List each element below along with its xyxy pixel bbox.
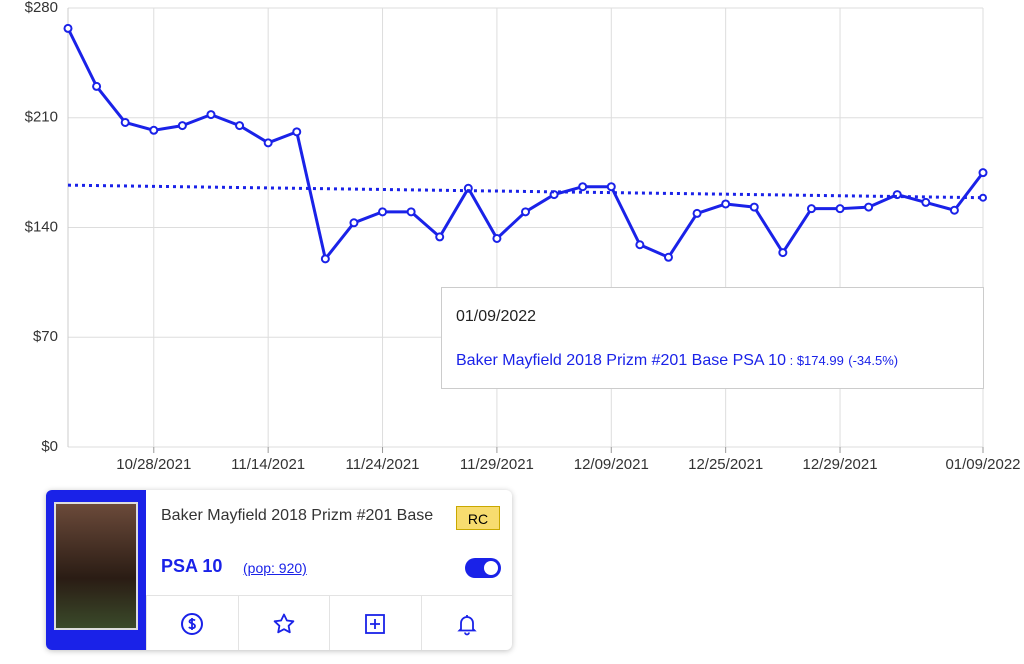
point: [320, 254, 330, 264]
point: [406, 207, 416, 217]
point: [749, 202, 759, 212]
rc-badge: RC: [456, 506, 500, 530]
point: [378, 207, 388, 217]
x-tick-label: 12/25/2021: [688, 456, 763, 473]
add-button[interactable]: [329, 596, 421, 650]
point: [120, 117, 130, 127]
alert-button[interactable]: [420, 596, 513, 650]
point: [235, 121, 245, 131]
point: [521, 207, 530, 217]
tooltip-price: $174.99: [796, 353, 844, 368]
point: [435, 232, 445, 242]
actions: [146, 595, 512, 650]
point: [492, 233, 502, 243]
point: [177, 121, 187, 131]
grade: PSA 10: [161, 556, 223, 576]
point: [578, 182, 588, 192]
trend-end: [979, 193, 987, 202]
star-icon: [273, 613, 295, 633]
y-tick-label: $280: [25, 0, 58, 16]
point: [92, 81, 102, 91]
point: [806, 204, 816, 214]
star-button[interactable]: [237, 596, 330, 650]
tooltip-line: Baker Mayfield 2018 Prizm #201 Base PSA …: [456, 352, 969, 370]
card-image[interactable]: [54, 502, 138, 630]
x-tick-label: 11/24/2021: [346, 456, 420, 473]
card: Baker Mayfield 2018 Prizm #201 Base RC P…: [46, 490, 512, 650]
point: [292, 127, 302, 137]
point: [349, 218, 359, 228]
point: [921, 197, 931, 207]
x-tick-label: 01/09/2022: [945, 456, 1020, 473]
pop-link[interactable]: (pop: 920): [243, 560, 307, 576]
add-icon: [365, 613, 386, 634]
trend-line: [67, 183, 984, 200]
point: [721, 199, 731, 209]
tooltip-sep: :: [785, 353, 797, 368]
tooltip-change: (-34.5%): [848, 353, 899, 368]
point: [692, 208, 702, 218]
point: [606, 182, 616, 192]
x-tick-label: 11/14/2021: [231, 456, 305, 473]
point: [149, 125, 159, 135]
point: [978, 168, 988, 178]
point: [206, 110, 216, 120]
dollar-icon: [181, 612, 204, 635]
point: [263, 138, 273, 148]
y-tick-label: $0: [41, 438, 58, 455]
chart: $0 $70 $140 $210 $280 10/28/2021 11/14/2021 11/…: [25, 0, 1021, 473]
point: [635, 240, 645, 250]
x-tick-label: 11/29/2021: [460, 456, 534, 473]
x-tick-label: 12/29/2021: [802, 456, 877, 473]
x-tick-label: 12/09/2021: [574, 456, 649, 473]
point: [63, 23, 73, 33]
price-button[interactable]: [146, 596, 238, 650]
y-tick-label: $70: [33, 328, 58, 345]
point: [949, 205, 959, 215]
tooltip: 01/09/2022 Baker Mayfield 2018 Prizm #20…: [441, 287, 984, 389]
toggle[interactable]: [465, 558, 501, 578]
tooltip-date: 01/09/2022: [456, 308, 537, 325]
card-title: Baker Mayfield 2018 Prizm #201 Base: [161, 507, 434, 524]
y-tick-label: $210: [25, 109, 58, 126]
point: [835, 204, 845, 214]
card-side: [46, 490, 146, 650]
y-tick-label: $140: [25, 218, 58, 235]
tooltip-name: Baker Mayfield 2018 Prizm #201 Base PSA …: [456, 352, 786, 369]
x-tick-label: 10/28/2021: [116, 456, 191, 473]
price-line: [66, 27, 985, 261]
point: [778, 248, 788, 258]
point: [864, 202, 874, 212]
point: [663, 252, 673, 262]
bell-icon: [457, 614, 477, 635]
